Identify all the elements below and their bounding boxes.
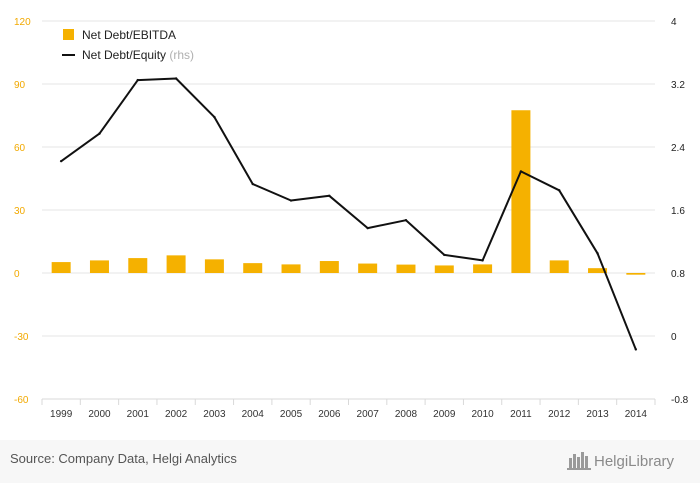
x-tick-label: 2006	[318, 409, 341, 420]
bar-mark	[204, 259, 224, 273]
legend-label-line-name: Net Debt/Equity	[82, 48, 166, 62]
line-point	[519, 170, 523, 173]
line-point	[481, 259, 484, 262]
y-right-tick-label: 3.2	[671, 80, 685, 91]
x-tick-label: 2004	[242, 409, 265, 420]
y-left-tick-label: -30	[14, 332, 29, 343]
legend: Net Debt/EBITDA Net Debt/Equity (rhs)	[62, 28, 194, 62]
x-tick-label: 1999	[50, 409, 73, 420]
x-tick-label: 2009	[433, 409, 456, 420]
line-point	[136, 78, 139, 82]
y-left-tick-label: 120	[14, 17, 31, 28]
y-right-tick-label: 2.4	[671, 143, 685, 154]
line-point	[98, 132, 101, 135]
x-tick-label: 2007	[357, 409, 380, 420]
line-point	[59, 159, 63, 163]
x-tick-label: 2008	[395, 409, 418, 420]
legend-label-line: Net Debt/Equity (rhs)	[82, 48, 194, 62]
line-point	[289, 199, 293, 202]
bar-mark	[358, 263, 378, 273]
y-left-tick-label: 60	[14, 143, 26, 154]
legend-swatch-bar	[63, 29, 74, 40]
grid-layer	[41, 20, 656, 405]
x-tick-label: 2014	[625, 409, 648, 420]
line-point	[366, 226, 369, 230]
bar-mark	[128, 258, 148, 273]
y-right-tick-label: 1.6	[671, 206, 685, 217]
line-point	[174, 77, 178, 80]
axis-layer: 120 90 60 30 0 -30 -60 4 3.2 2.4 1.6 0.8 0 -0.8 1999 20…	[14, 17, 689, 420]
source-note: Source: Company Data, Helgi Analytics	[10, 451, 237, 466]
bar-mark	[549, 260, 569, 273]
x-tick-label: 2012	[548, 409, 571, 420]
bar-mark	[396, 264, 416, 273]
line-point	[328, 194, 331, 198]
x-tick-label: 2010	[471, 409, 494, 420]
y-right-tick-label: 0.8	[671, 269, 685, 280]
logo-text: HelgiLibrary	[594, 453, 675, 470]
bar-mark	[473, 264, 493, 273]
bar-mark	[51, 262, 71, 273]
line-point	[596, 252, 599, 255]
line-point	[558, 189, 561, 192]
x-tick-label: 2005	[280, 409, 303, 420]
legend-label-line-suffix: (rhs)	[166, 48, 194, 62]
y-right-tick-label: 0	[671, 332, 677, 343]
logo-skyline-icon	[567, 452, 591, 470]
line-layer	[59, 77, 638, 351]
helgi-logo: HelgiLibrary	[567, 452, 675, 470]
x-tick-label: 2002	[165, 409, 188, 420]
y-right-tick-label: 4	[671, 17, 677, 28]
line-point	[213, 115, 216, 119]
x-tick-label: 2003	[203, 409, 226, 420]
y-left-tick-label: 0	[14, 269, 20, 280]
x-tick-label: 2001	[127, 409, 150, 420]
bar-layer	[51, 110, 646, 275]
x-tick-label: 2000	[88, 409, 111, 420]
line-point	[404, 219, 408, 222]
bar-mark	[243, 263, 263, 273]
line-point	[634, 348, 638, 351]
bar-mark	[281, 264, 301, 273]
y-left-tick-label: 90	[14, 80, 26, 91]
x-tick-label: 2011	[510, 409, 532, 420]
legend-label-bar: Net Debt/EBITDA	[82, 28, 176, 42]
line-point	[251, 182, 254, 186]
bar-mark	[626, 273, 646, 275]
line-point	[443, 253, 446, 257]
y-left-tick-label: -60	[14, 395, 29, 406]
bar-mark	[319, 261, 339, 273]
x-tick-label: 2013	[586, 409, 609, 420]
line-series-path	[60, 77, 637, 350]
y-left-tick-label: 30	[14, 206, 26, 217]
y-right-tick-label: -0.8	[671, 395, 689, 406]
bar-mark	[434, 265, 454, 273]
bar-mark	[511, 110, 531, 273]
bar-mark	[89, 260, 109, 273]
bar-mark	[166, 255, 186, 273]
bar-mark	[588, 268, 608, 273]
